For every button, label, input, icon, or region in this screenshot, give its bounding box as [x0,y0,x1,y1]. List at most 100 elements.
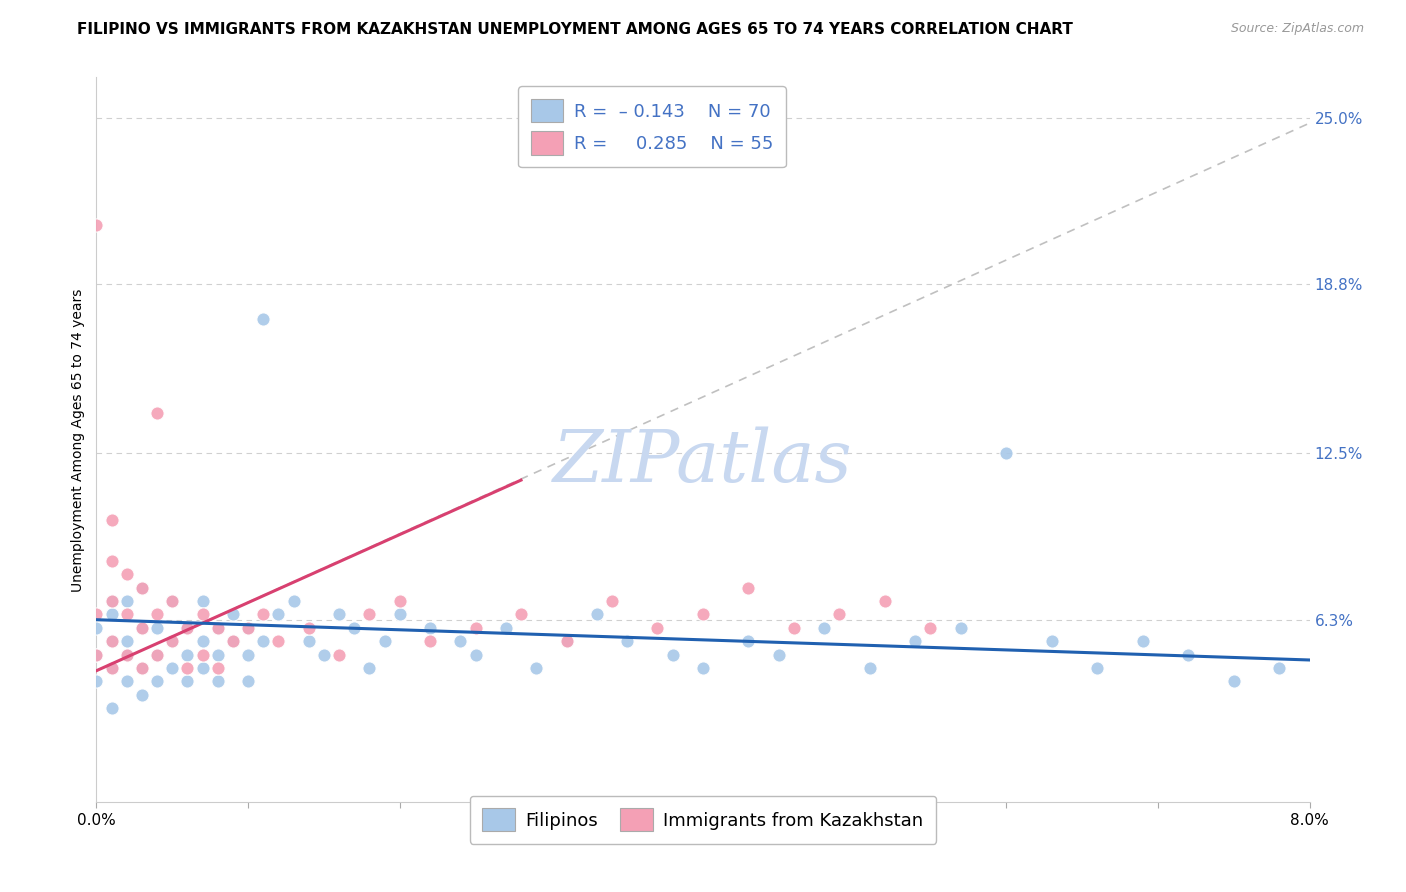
Point [328,648,350,662]
Point [115,648,138,662]
Point [115,674,138,689]
Point [146,621,169,635]
Point [920,621,942,635]
Point [115,594,138,608]
Point [191,661,214,675]
Point [160,594,183,608]
Point [1132,634,1154,648]
Point [419,634,441,648]
Point [252,634,274,648]
Point [1223,674,1246,689]
Point [100,661,122,675]
Point [86,674,108,689]
Point [100,607,122,622]
Point [692,661,714,675]
Point [828,607,851,622]
Point [86,648,108,662]
Point [813,621,835,635]
Point [115,648,138,662]
Point [160,661,183,675]
Point [131,581,153,595]
Point [359,661,381,675]
Point [783,621,806,635]
Point [176,661,198,675]
Point [298,634,321,648]
Point [464,648,486,662]
Point [585,607,607,622]
Point [86,218,108,232]
Point [146,674,169,689]
Point [343,621,366,635]
Point [191,648,214,662]
Point [449,634,471,648]
Point [1085,661,1108,675]
Point [555,634,578,648]
Point [359,607,381,622]
Point [859,661,882,675]
Point [131,661,153,675]
Point [207,621,229,635]
Y-axis label: Unemployment Among Ages 65 to 74 years: Unemployment Among Ages 65 to 74 years [72,288,86,591]
Point [616,634,638,648]
Point [100,594,122,608]
Point [100,513,122,527]
Point [160,634,183,648]
Point [146,607,169,622]
Point [737,634,759,648]
Point [100,634,122,648]
Point [236,674,259,689]
Point [1268,661,1291,675]
Point [252,607,274,622]
Point [222,607,245,622]
Point [115,634,138,648]
Point [86,648,108,662]
Text: Source: ZipAtlas.com: Source: ZipAtlas.com [1230,22,1364,36]
Point [131,688,153,702]
Point [146,648,169,662]
Point [131,621,153,635]
Point [873,594,896,608]
Point [86,621,108,635]
Point [115,567,138,582]
Point [524,661,547,675]
Point [236,648,259,662]
Point [737,581,759,595]
Point [131,581,153,595]
Point [131,661,153,675]
Point [495,621,517,635]
Point [252,312,274,326]
Point [267,634,290,648]
Point [222,634,245,648]
Point [115,607,138,622]
Point [86,607,108,622]
Point [600,594,623,608]
Point [160,594,183,608]
Point [283,594,305,608]
Point [207,661,229,675]
Point [100,594,122,608]
Point [904,634,927,648]
Point [236,621,259,635]
Point [191,634,214,648]
Point [222,634,245,648]
Point [388,607,411,622]
Legend: Filipinos, Immigrants from Kazakhstan: Filipinos, Immigrants from Kazakhstan [470,796,936,844]
Point [267,607,290,622]
Point [510,607,533,622]
Point [692,607,714,622]
Point [176,621,198,635]
Point [100,701,122,715]
Point [176,648,198,662]
Point [768,648,790,662]
Text: ZIPatlas: ZIPatlas [553,426,853,497]
Point [146,406,169,420]
Point [236,621,259,635]
Point [146,648,169,662]
Point [464,621,486,635]
Point [949,621,972,635]
Point [131,621,153,635]
Point [661,648,683,662]
Text: FILIPINO VS IMMIGRANTS FROM KAZAKHSTAN UNEMPLOYMENT AMONG AGES 65 TO 74 YEARS CO: FILIPINO VS IMMIGRANTS FROM KAZAKHSTAN U… [77,22,1073,37]
Point [100,554,122,568]
Point [207,621,229,635]
